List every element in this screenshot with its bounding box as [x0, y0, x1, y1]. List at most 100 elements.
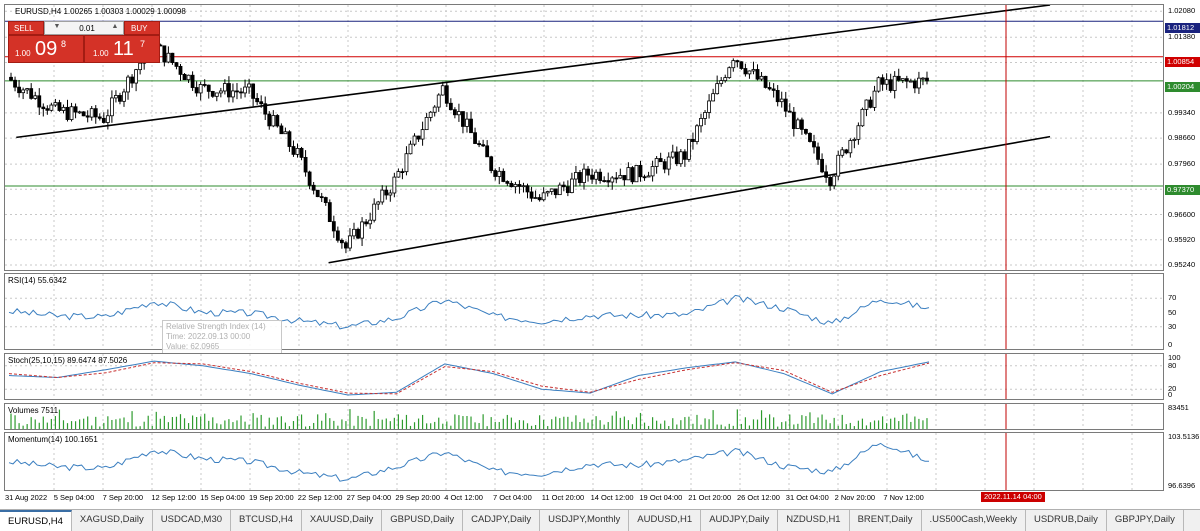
candle-body [97, 116, 102, 119]
price-tag-current: 1.00204 [1165, 82, 1200, 92]
candle-body [400, 171, 405, 173]
candle-body [485, 145, 490, 158]
time-axis-label: 11 Oct 20:00 [541, 493, 585, 502]
chart-tab[interactable]: CADJPY,Daily [463, 510, 541, 531]
chart-tab[interactable]: NZDUSD,H1 [778, 510, 850, 531]
candle-body [41, 106, 46, 110]
candle-body [21, 89, 26, 94]
candle-body [896, 75, 901, 81]
candle-body [816, 146, 820, 160]
chart-tab[interactable]: AUDJPY,Daily [701, 510, 779, 531]
price-scale-label: 0.96600 [1168, 209, 1196, 219]
candle-body [699, 118, 703, 127]
candle-body [682, 151, 687, 160]
candle-body [598, 171, 603, 181]
candle-body [198, 84, 203, 94]
candle-body [735, 60, 740, 63]
volume-pane[interactable]: Volumes 7511 [4, 403, 1164, 430]
momentum-pane[interactable]: Momentum(14) 100.1651 [4, 432, 1164, 491]
rsi-scale-label: 70 [1168, 293, 1177, 303]
time-axis-label: 19 Oct 04:00 [639, 493, 683, 502]
candle-body [243, 86, 247, 94]
candle-body [126, 76, 130, 93]
rsi-pane[interactable]: RSI(14) 55.6342 [4, 273, 1164, 350]
chart-tab[interactable]: BRENT,Daily [850, 510, 922, 531]
chart-tab[interactable]: USDJPY,Monthly [540, 510, 630, 531]
candle-body [767, 87, 772, 90]
price-chart-pane[interactable]: EURUSD,H4 1.00265 1.00303 1.00029 1.0009… [4, 4, 1164, 271]
candle-body [122, 91, 126, 102]
chart-tab[interactable]: .US500Cash,Weekly [922, 510, 1026, 531]
time-axis[interactable]: 2022.11.14 04:00 31 Aug 2022 5 Sep 04:00 7… [4, 492, 1164, 504]
candle-body [174, 62, 179, 67]
candle-body [352, 228, 356, 237]
sell-price-prefix: 1.00 [15, 49, 31, 58]
buy-price-button[interactable]: 1.00 11 7 [84, 35, 160, 63]
chart-tab[interactable]: USDRUB,Daily [1026, 510, 1107, 531]
chart-tab[interactable]: AUDUSD,H1 [629, 510, 702, 531]
chart-tab[interactable]: BTCUSD,H4 [231, 510, 302, 531]
sell-button[interactable]: SELL [8, 21, 44, 35]
rsi-scale: 70 50 30 0 [1165, 273, 1200, 350]
candle-body [118, 95, 122, 102]
candle-body [908, 80, 913, 83]
candle-body [101, 117, 106, 123]
candle-body [521, 185, 526, 188]
candle-body [888, 79, 893, 91]
lot-decrease-icon[interactable]: ▼ [53, 23, 61, 30]
chart-tab[interactable]: GBPUSD,Daily [382, 510, 464, 531]
volume-scale-label: 83451 [1168, 403, 1189, 412]
candle-body [751, 69, 756, 72]
chart-title: EURUSD,H4 1.00265 1.00303 1.00029 1.0009… [15, 7, 186, 16]
candle-body [860, 108, 865, 127]
candle-body [348, 235, 352, 249]
time-axis-label: 14 Oct 12:00 [590, 493, 634, 502]
time-cursor-label: 2022.11.14 04:00 [981, 492, 1045, 502]
time-axis-label: 12 Sep 12:00 [151, 493, 197, 502]
candle-body [404, 153, 409, 173]
lot-size-input[interactable]: ▼ 0.01 ▲ [44, 21, 124, 35]
candle-body [114, 95, 118, 99]
candle-body [61, 106, 66, 111]
candle-body [247, 83, 251, 88]
time-axis-label: 7 Oct 04:00 [493, 493, 532, 502]
one-click-trading-panel: SELL ▼ 0.01 ▲ BUY 1.00 09 8 1.00 11 7 [8, 21, 160, 63]
price-scale[interactable]: 1.020801.013801.007000.993400.986600.979… [1165, 4, 1200, 271]
candle-body [311, 184, 316, 191]
momentum-line [8, 442, 929, 482]
candle-body [517, 184, 522, 187]
rsi-line [8, 294, 930, 330]
candle-body [65, 106, 70, 120]
rsi-canvas [5, 274, 1163, 349]
chart-tab[interactable]: EURUSD,H4 [0, 510, 72, 531]
channel-trendline [328, 135, 1051, 264]
sell-price-big: 09 [35, 38, 58, 60]
candle-body [614, 177, 619, 180]
time-axis-label: 15 Sep 04:00 [200, 493, 245, 502]
stochastic-pane[interactable]: Stoch(25,10,15) 89.6474 87.5026 [4, 353, 1164, 400]
candle-body [327, 202, 332, 223]
candle-body [45, 108, 50, 111]
chart-tab[interactable]: GBPJPY,Daily [1107, 510, 1184, 531]
candle-body [190, 74, 195, 88]
momentum-scale-label: 96.6396 [1168, 481, 1196, 490]
momentum-label: Momentum(14) 100.1651 [8, 435, 98, 444]
candle-body [392, 176, 397, 194]
candle-body [319, 196, 324, 199]
candle-body [251, 83, 256, 99]
stochastic-scale-label: 100 [1168, 353, 1181, 362]
buy-button[interactable]: BUY [124, 21, 160, 35]
chart-tab[interactable]: XAGUSD,Daily [72, 510, 153, 531]
chart-tab[interactable]: USDCAD,M30 [153, 510, 232, 531]
lot-increase-icon[interactable]: ▲ [111, 23, 119, 30]
candle-body [231, 90, 235, 98]
price-tag-green-low: 0.97370 [1165, 185, 1200, 195]
candle-body [739, 61, 744, 69]
candle-body [771, 88, 776, 91]
time-axis-label: 21 Oct 20:00 [688, 493, 732, 502]
chart-tab[interactable]: XAUUSD,Daily [302, 510, 383, 531]
time-axis-label: 19 Sep 20:00 [249, 493, 294, 502]
sell-price-button[interactable]: 1.00 09 8 [8, 35, 84, 63]
candle-body [755, 69, 760, 80]
candle-body [432, 106, 437, 113]
